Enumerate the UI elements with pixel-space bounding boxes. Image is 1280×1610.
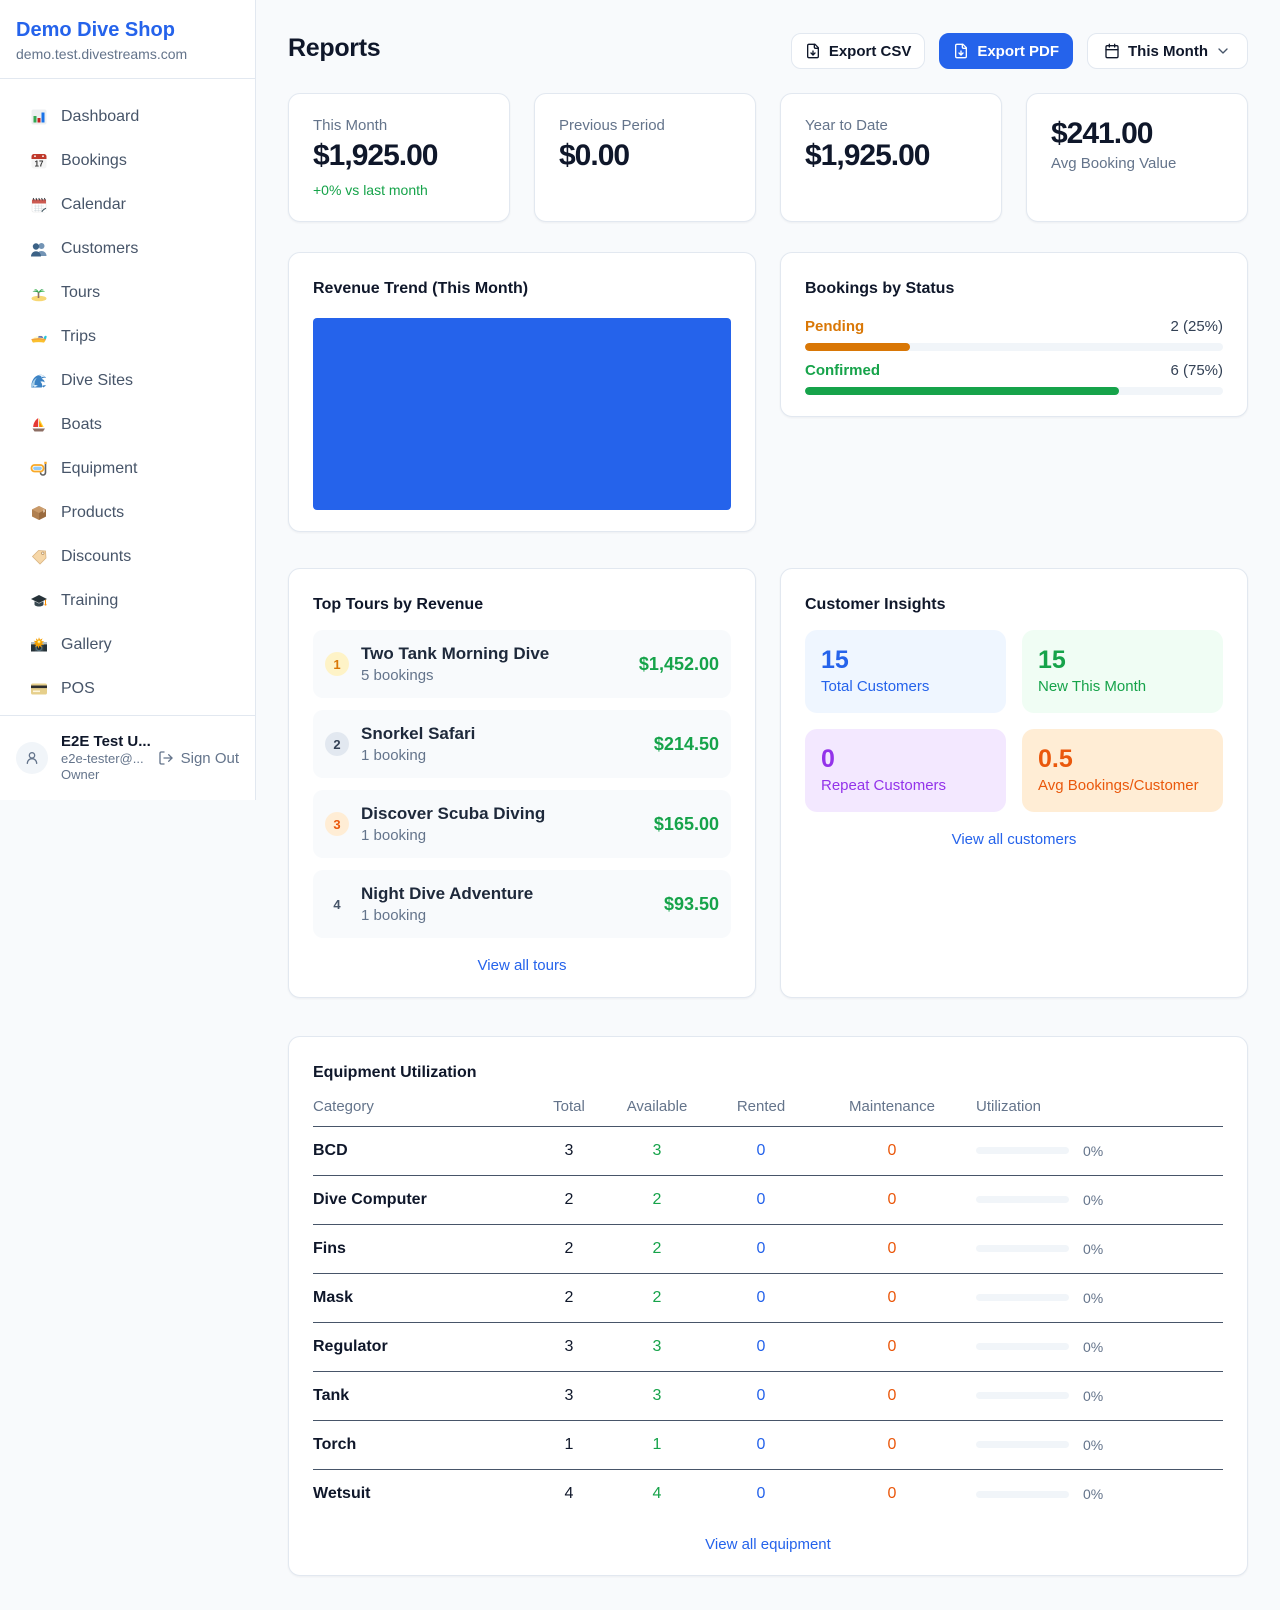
- svg-text:17: 17: [35, 160, 44, 169]
